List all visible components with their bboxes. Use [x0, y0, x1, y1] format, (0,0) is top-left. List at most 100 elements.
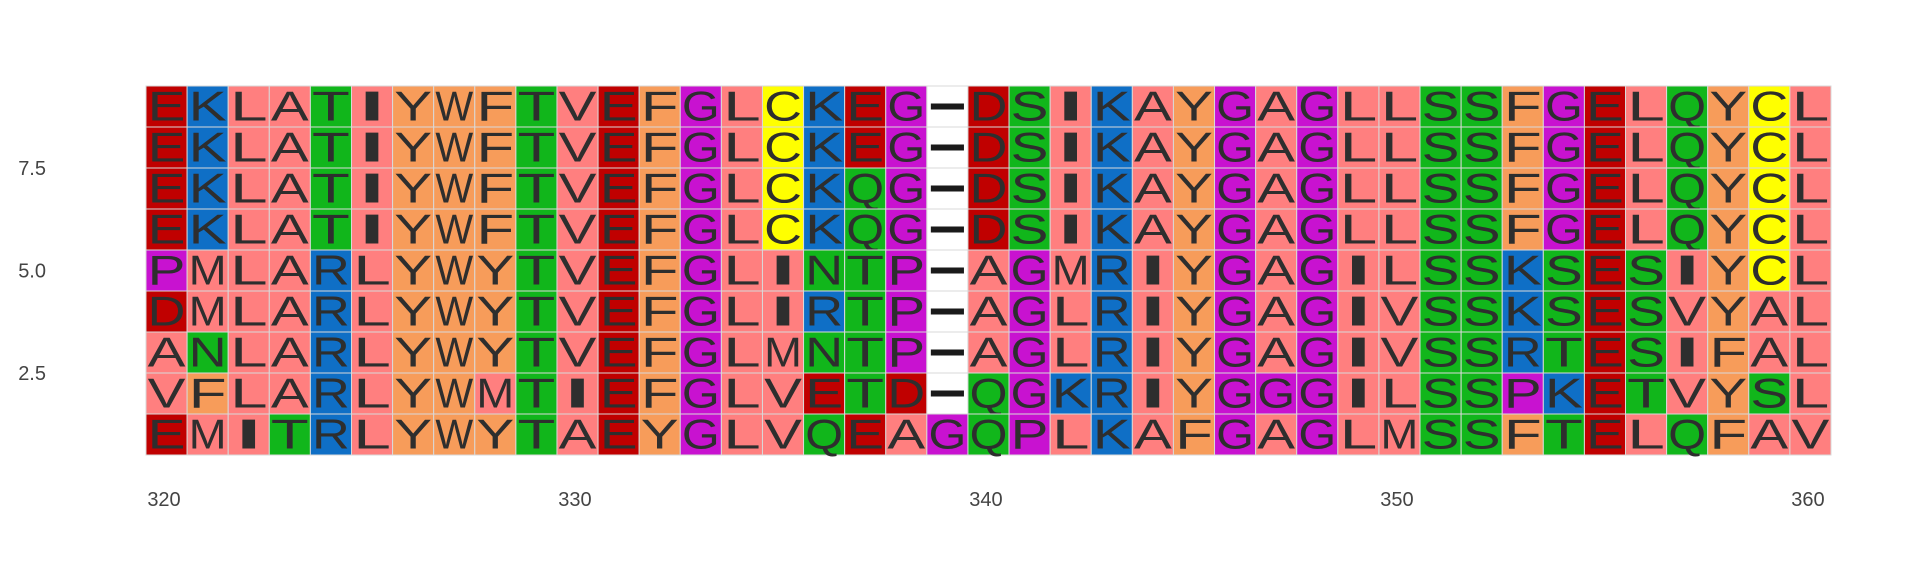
residue-letter: E: [1586, 288, 1624, 335]
residue-cell: [761, 208, 805, 251]
residue-letter: L: [723, 124, 761, 171]
residue-letter: I: [764, 247, 802, 294]
residue-cell: [967, 167, 1010, 210]
residue-letter: W: [435, 370, 473, 417]
residue-cell: [350, 331, 394, 374]
residue-cell: [597, 290, 640, 333]
residue-letter: L: [1627, 165, 1665, 212]
residue-cell: [1214, 126, 1257, 169]
residue-letter: E: [600, 83, 638, 130]
residue-cell: [433, 126, 476, 169]
residue-letter: A: [271, 83, 309, 130]
residue-letter: W: [435, 83, 473, 130]
residue-cell: [1501, 208, 1544, 251]
residue-cell: [638, 167, 681, 210]
residue-cell: [1214, 249, 1257, 292]
residue-letter: A: [1257, 124, 1295, 171]
residue-letter: A: [1257, 206, 1295, 253]
residue-cell: [392, 290, 435, 333]
residue-letter: L: [1052, 329, 1090, 376]
residue-letter: L: [1627, 124, 1665, 171]
residue-letter: T: [518, 370, 556, 417]
residue-cell: [145, 331, 188, 374]
residue-letter: I: [764, 288, 802, 335]
residue-letter: A: [1134, 411, 1172, 458]
residue-letter: T: [1545, 329, 1583, 376]
residue-cell: [1049, 126, 1092, 169]
residue-cell: [720, 126, 763, 169]
residue-cell: [1172, 126, 1216, 169]
residue-letter: A: [1750, 411, 1788, 458]
residue-cell: [679, 290, 722, 333]
residue-letter: G: [887, 83, 925, 130]
residue-letter: I: [1668, 247, 1706, 294]
residue-letter: S: [1422, 83, 1460, 130]
residue-letter: T: [312, 124, 350, 171]
residue-cell: [1378, 290, 1421, 333]
residue-cell: [597, 413, 640, 456]
residue-cell: [268, 249, 311, 292]
residue-letter: F: [476, 165, 514, 212]
residue-cell: [1748, 372, 1791, 415]
residue-letter: I: [230, 411, 268, 458]
residue-cell: [186, 126, 229, 169]
residue-letter: V: [764, 411, 802, 458]
residue-letter: K: [1504, 288, 1542, 335]
residue-cell: [1501, 413, 1544, 456]
residue-letter: K: [189, 165, 227, 212]
residue-cell: [186, 85, 229, 128]
residue-cell: [1049, 331, 1092, 374]
residue-cell: [1460, 249, 1503, 292]
residue-letter: A: [1257, 83, 1295, 130]
residue-letter: S: [1463, 411, 1501, 458]
residue-letter: D: [970, 165, 1008, 212]
x-tick-label: 320: [147, 489, 180, 511]
residue-cell: [474, 167, 517, 210]
residue-cell: [1049, 167, 1092, 210]
residue-cell: [515, 372, 558, 415]
residue-letter: A: [1134, 83, 1172, 130]
residue-letter: Y: [1709, 370, 1747, 417]
residue-letter: W: [435, 206, 473, 253]
residue-letter: E: [1586, 411, 1624, 458]
residue-letter: S: [1422, 288, 1460, 335]
residue-letter: S: [1422, 124, 1460, 171]
residue-cell: [967, 290, 1010, 333]
residue-cell: [679, 126, 722, 169]
residue-letter: V: [1792, 411, 1830, 458]
residue-cell: [227, 413, 270, 456]
residue-letter: G: [887, 206, 925, 253]
residue-letter: G: [682, 288, 720, 335]
residue-letter: L: [353, 247, 391, 294]
residue-letter: A: [1750, 329, 1788, 376]
residue-cell: [1049, 413, 1092, 456]
residue-letter: L: [1381, 83, 1419, 130]
residue-letter: G: [1298, 83, 1336, 130]
residue-cell: [1748, 290, 1791, 333]
residue-letter: D: [970, 124, 1008, 171]
residue-cell: [1296, 413, 1339, 456]
residue-cell: [1049, 372, 1092, 415]
residue-letter: Q: [846, 206, 884, 253]
residue-letter: C: [764, 83, 802, 130]
residue-cell: [433, 413, 476, 456]
residue-letter: F: [476, 124, 514, 171]
residue-letter: F: [1504, 124, 1542, 171]
residue-letter: T: [846, 329, 884, 376]
x-tick-label: 360: [1791, 489, 1824, 511]
residue-cell: [1666, 331, 1709, 374]
residue-letter: T: [518, 165, 556, 212]
residue-cell: [1049, 290, 1092, 333]
gap-mark: [930, 308, 964, 315]
residue-letter: F: [1504, 83, 1542, 130]
residue-cell: [761, 167, 805, 210]
residue-letter: L: [230, 247, 268, 294]
residue-letter: E: [148, 165, 186, 212]
residue-cell: [1296, 331, 1339, 374]
residue-cell: [1008, 167, 1051, 210]
residue-letter: E: [148, 206, 186, 253]
residue-letter: R: [312, 370, 350, 417]
residue-letter: A: [970, 247, 1008, 294]
residue-cell: [1583, 85, 1627, 128]
residue-cell: [1255, 85, 1298, 128]
